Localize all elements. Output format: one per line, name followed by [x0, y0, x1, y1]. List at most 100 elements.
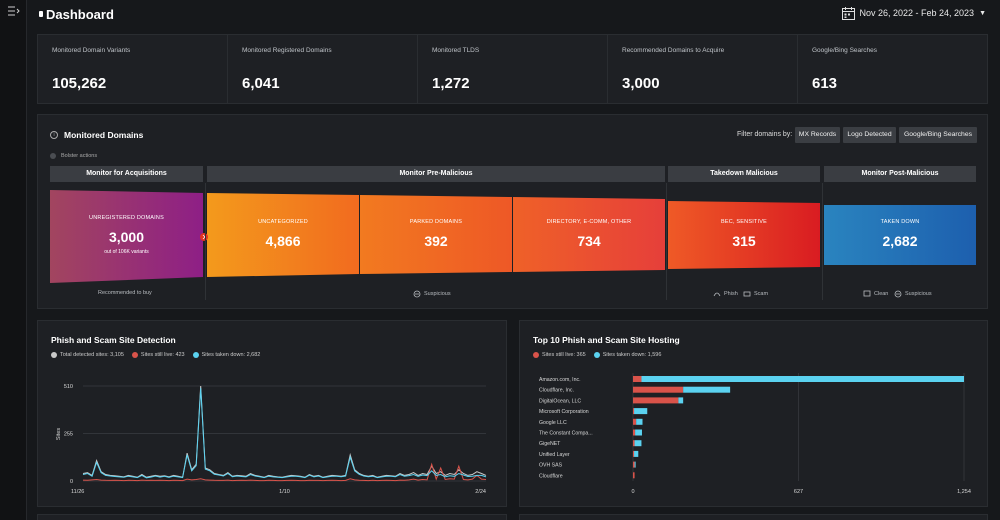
- funnel-segment-bec-sensitive[interactable]: [668, 201, 820, 269]
- bar-segment[interactable]: [633, 386, 684, 393]
- funnel-segment-uncategorized[interactable]: [207, 193, 359, 277]
- sidebar-toggle-icon[interactable]: [8, 6, 20, 16]
- calendar-icon: [842, 6, 856, 20]
- x-tick-label: 1,254: [957, 489, 971, 495]
- stat-label: Monitored Domain Variants: [52, 47, 131, 54]
- x-tick-label: 2/24: [475, 489, 486, 495]
- legend-label: Total detected sites: 3,105: [60, 352, 124, 358]
- bar-segment[interactable]: [633, 418, 637, 425]
- legend-item-live[interactable]: Sites still live: 423: [131, 352, 185, 358]
- category-label: GigeNET: [539, 441, 561, 447]
- bar-segment[interactable]: [634, 408, 648, 415]
- hosting-chart-legend: Sites still live: 365 Sites taken down: …: [533, 352, 661, 358]
- stat-recommended-domains[interactable]: Recommended Domains to Acquire 3,000: [608, 35, 798, 103]
- filter-google-bing-button[interactable]: Google/Bing Searches: [899, 127, 977, 143]
- series-line-2[interactable]: [82, 388, 487, 479]
- stat-label: Monitored TLDS: [432, 47, 480, 54]
- bar-segment[interactable]: [683, 386, 731, 393]
- funnel-segment-directory[interactable]: [513, 197, 665, 272]
- funnel-connector-icon: [200, 233, 208, 241]
- stat-label: Recommended Domains to Acquire: [622, 47, 725, 54]
- bar-segment[interactable]: [634, 461, 636, 468]
- bar-segment[interactable]: [633, 450, 635, 457]
- funnel-segment-taken-down[interactable]: [824, 205, 976, 265]
- bar-segment[interactable]: [633, 461, 635, 468]
- monitored-domains-card: i Monitored Domains Filter domains by: M…: [37, 114, 988, 309]
- bolster-dot-icon: [50, 153, 56, 159]
- bar-segment[interactable]: [633, 440, 635, 447]
- bar-segment[interactable]: [633, 376, 642, 382]
- legend-item-live[interactable]: Sites still live: 365: [533, 352, 586, 358]
- domains-funnel: [50, 190, 976, 283]
- legend-item-taken-down[interactable]: Sites taken down: 1,596: [593, 352, 662, 358]
- bar-segment[interactable]: [678, 397, 684, 404]
- category-label: Cloudflare, Inc.: [539, 388, 574, 394]
- stats-row: Monitored Domain Variants 105,262 Monito…: [37, 34, 988, 104]
- legend-item-total[interactable]: Total detected sites: 3,105: [51, 352, 124, 358]
- legend-label: Sites still live: 365: [542, 352, 586, 358]
- legend-item-taken-down[interactable]: Sites taken down: 2,682: [192, 352, 261, 358]
- scam-icon: [743, 291, 751, 297]
- hosting-chart-card: Top 10 Phish and Scam Site Hosting Sites…: [519, 320, 988, 507]
- detection-chart-legend: Total detected sites: 3,105 Sites still …: [51, 352, 260, 358]
- date-range-picker[interactable]: Nov 26, 2022 - Feb 24, 2023 ▼: [842, 4, 986, 22]
- stat-label: Monitored Registered Domains: [242, 47, 332, 54]
- x-tick-label: 0: [631, 489, 634, 495]
- bar-segment[interactable]: [635, 429, 642, 436]
- suspicious-icon: [894, 290, 902, 298]
- category-label: Amazon.com, Inc.: [539, 377, 581, 383]
- filter-mx-records-button[interactable]: MX Records: [795, 127, 840, 143]
- category-label: Microsoft Corporation: [539, 409, 589, 415]
- funnel-segment-parked[interactable]: [360, 195, 512, 274]
- bar-segment[interactable]: [634, 440, 642, 447]
- detection-line-chart: 0 255 510 Sites 11/26 1/10 2/24: [56, 384, 487, 495]
- y-tick-label: 510: [64, 384, 73, 390]
- filter-label: Filter domains by:: [737, 131, 793, 138]
- legend-label: Sites taken down: 2,682: [201, 352, 261, 358]
- info-icon[interactable]: i: [50, 131, 58, 139]
- legend-swatch: [192, 352, 199, 358]
- suspicious-icon: [413, 290, 421, 298]
- stage-takedown-malicious: Takedown Malicious: [668, 166, 820, 182]
- segment-label: DIRECTORY, E-COMM, OTHER: [546, 219, 632, 225]
- category-label: OVH SAS: [539, 463, 563, 469]
- next-card-edge: [37, 514, 507, 520]
- bar-segment[interactable]: [633, 408, 635, 415]
- x-tick-label: 627: [794, 489, 803, 495]
- segment-value: 3,000: [108, 229, 145, 245]
- footer-phish: Phish: [713, 290, 738, 298]
- stage-divider: [205, 183, 206, 300]
- stat-monitored-domain-variants[interactable]: Monitored Domain Variants 105,262: [38, 35, 228, 103]
- series-line-1[interactable]: [82, 462, 487, 482]
- stat-monitored-registered-domains[interactable]: Monitored Registered Domains 6,041: [228, 35, 418, 103]
- stat-monitored-tlds[interactable]: Monitored TLDS 1,272: [418, 35, 608, 103]
- bar-segment[interactable]: [633, 472, 635, 479]
- filter-logo-detected-button[interactable]: Logo Detected: [843, 127, 896, 143]
- series-line-0[interactable]: [82, 385, 487, 478]
- category-label: DigitalOcean, LLC: [539, 398, 581, 404]
- segment-label: PARKED DOMAINS: [409, 219, 463, 225]
- bar-segment[interactable]: [633, 397, 679, 404]
- legend-label: Sites taken down: 1,596: [602, 352, 662, 358]
- footer-post-suspicious-label: Suspicious: [905, 291, 932, 297]
- funnel-segment-unregistered[interactable]: [50, 190, 203, 283]
- footer-suspicious: Suspicious: [413, 290, 451, 298]
- stage-monitor-pre-malicious: Monitor Pre-Malicious: [207, 166, 665, 182]
- stage-monitor-acquisitions: Monitor for Acquisitions: [50, 166, 203, 182]
- segment-label: TAKEN DOWN: [880, 219, 920, 225]
- y-tick-label: 0: [70, 479, 73, 485]
- monitored-domains-title: Monitored Domains: [64, 130, 144, 140]
- bar-segment[interactable]: [641, 376, 964, 382]
- bar-segment[interactable]: [636, 418, 643, 425]
- stat-google-bing-searches[interactable]: Google/Bing Searches 613: [798, 35, 987, 103]
- detection-chart-card: Phish and Scam Site Detection Total dete…: [37, 320, 507, 507]
- bar-segment[interactable]: [634, 450, 639, 457]
- footer-recommended: Recommended to buy: [98, 290, 152, 296]
- footer-clean: Clean: [863, 290, 888, 298]
- stat-value: 3,000: [622, 75, 660, 92]
- clean-icon: [863, 290, 871, 297]
- segment-label: UNCATEGORIZED: [258, 219, 308, 225]
- stat-label: Google/Bing Searches: [812, 47, 878, 54]
- bar-segment[interactable]: [633, 429, 636, 436]
- segment-value: 392: [424, 233, 448, 249]
